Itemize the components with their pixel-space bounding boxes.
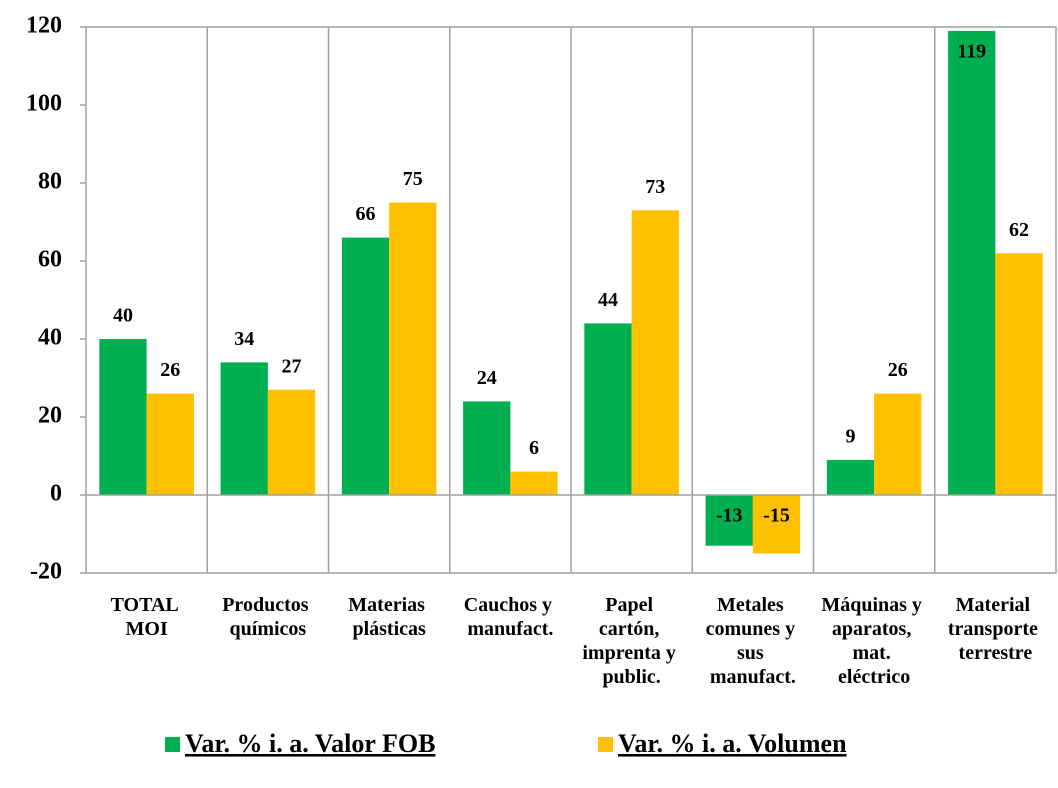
y-tick-label: -20 [30,559,62,585]
data-label: 27 [282,355,302,377]
bar [631,210,679,496]
data-label: 66 [355,203,375,225]
bar [220,362,268,495]
bar [705,495,753,546]
y-tick-label: 120 [26,13,62,39]
y-tick-label: 60 [38,247,62,273]
legend-swatch [598,737,613,752]
data-label: -13 [716,505,743,527]
bar [267,389,316,495]
y-tick-label: 20 [38,403,62,429]
legend-label: Var. % i. a. Valor FOB [185,729,435,758]
legend-label: Var. % i. a. Volumen [618,729,847,758]
data-label: 26 [888,359,908,381]
x-tick-label: Máquinas y aparatos, mat. eléctrico [821,594,927,688]
x-tick-label: Papel cartón, imprenta y public. [582,594,681,688]
bar [99,339,147,495]
data-label: 119 [957,40,986,62]
bar [146,393,194,495]
bar [389,202,437,495]
data-label: 75 [403,168,423,190]
data-label: 44 [598,289,618,311]
data-label: -15 [763,505,790,527]
data-label: 6 [529,437,539,459]
data-label: 34 [234,328,254,350]
bar [874,393,922,495]
data-label: 24 [477,367,497,389]
bar [752,495,801,554]
data-label: 26 [160,359,180,381]
bar [341,237,390,495]
x-tick-label: Materias plásticas [348,594,430,640]
data-label: 40 [113,305,133,327]
bar [584,323,632,495]
x-tick-label: Cauchos y manufact. [464,594,557,640]
x-tick-label: Material transporte terrestre [948,594,1043,664]
bar [995,253,1043,495]
y-tick-label: 0 [50,481,62,507]
bar [826,459,875,495]
y-tick-label: 80 [38,169,62,195]
data-label: 9 [845,425,855,447]
legend-swatch [165,737,180,752]
bar [463,401,511,495]
data-label: 62 [1009,219,1029,241]
y-tick-label: 40 [38,325,62,351]
bar [510,471,558,495]
y-tick-label: 100 [26,91,62,117]
x-tick-label: Productos químicos [222,594,313,640]
data-label: 73 [645,176,665,198]
bar [948,30,996,496]
x-tick-label: TOTAL MOI [111,594,183,640]
x-tick-label: Metales comunes y sus manufact. [706,594,800,688]
